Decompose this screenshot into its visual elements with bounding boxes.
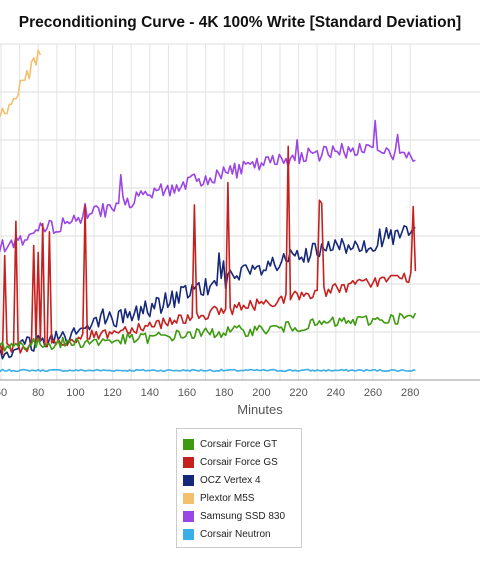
legend-item: Corsair Force GS xyxy=(183,453,295,471)
legend-swatch xyxy=(183,438,194,450)
legend-swatch xyxy=(183,456,194,468)
series-line-plextor-m5s xyxy=(0,49,42,118)
series-line-corsair-neutron xyxy=(0,368,416,373)
legend-label: Corsair Force GS xyxy=(200,456,278,468)
legend: Corsair Force GT Corsair Force GS OCZ Vert… xyxy=(176,428,302,548)
x-tick-label: 260 xyxy=(364,387,382,399)
x-tick-label: 100 xyxy=(66,387,84,399)
x-tick-label: 120 xyxy=(103,387,121,399)
legend-label: OCZ Vertex 4 xyxy=(200,474,261,486)
x-tick-label: 80 xyxy=(32,387,44,399)
x-tick-label: 220 xyxy=(289,387,307,399)
series-line-ocz-vertex-4 xyxy=(0,225,416,360)
legend-item: Samsung SSD 830 xyxy=(183,507,295,525)
legend-label: Samsung SSD 830 xyxy=(200,510,286,522)
legend-label: Corsair Neutron xyxy=(200,528,271,540)
chart-title: Preconditioning Curve - 4K 100% Write [S… xyxy=(18,14,462,31)
series-line-samsung-ssd-830 xyxy=(0,119,416,254)
x-tick-label: 280 xyxy=(401,387,419,399)
x-tick-label: 140 xyxy=(141,387,159,399)
x-tick-label: 200 xyxy=(252,387,270,399)
legend-item: Corsair Neutron xyxy=(183,525,295,543)
line-chart: 60 80 100 120 140 160 180 200 220 240 260 280 xyxy=(0,43,480,399)
series-line-corsair-force-gt xyxy=(0,312,417,352)
legend-label: Corsair Force GT xyxy=(200,438,278,450)
legend-item: OCZ Vertex 4 xyxy=(183,471,295,489)
legend-label: Plextor M5S xyxy=(200,492,255,504)
legend-item: Plextor M5S xyxy=(183,489,295,507)
x-tick-label: 240 xyxy=(327,387,345,399)
legend-item: Corsair Force GT xyxy=(183,435,295,453)
x-tick-label: 60 xyxy=(0,387,7,399)
series-line-corsair-force-gs xyxy=(0,145,417,356)
x-tick-label: 160 xyxy=(178,387,196,399)
legend-swatch xyxy=(183,510,194,522)
legend-swatch xyxy=(183,474,194,486)
x-axis-label: Minutes xyxy=(237,402,283,417)
legend-swatch xyxy=(183,492,194,504)
x-tick-label: 180 xyxy=(215,387,233,399)
legend-swatch xyxy=(183,528,194,540)
